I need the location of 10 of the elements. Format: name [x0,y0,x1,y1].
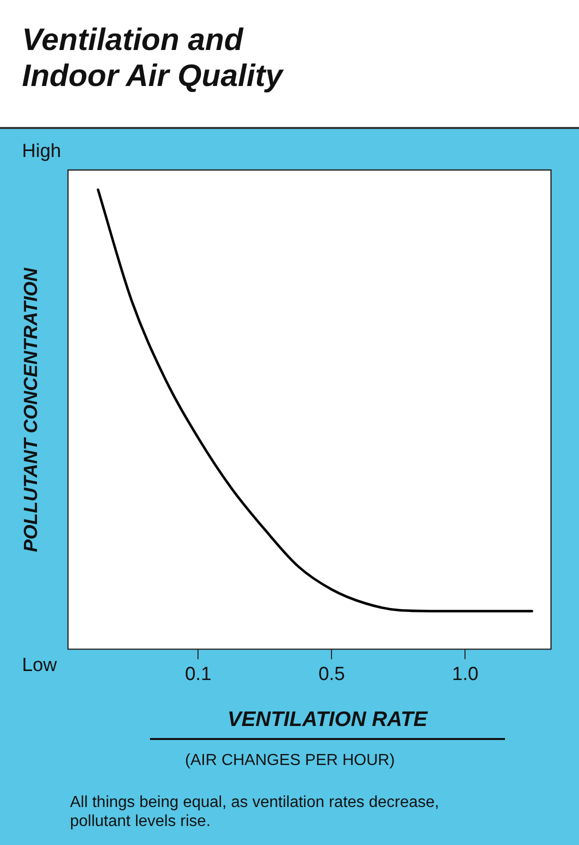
chart-title: Ventilation and Indoor Air Quality [22,22,283,94]
text: Low [22,655,57,677]
text: (AIR CHANGES PER HOUR) [185,752,395,770]
text: All things being equal, as ventilation rates decrease, pollutant levels rise. [70,793,440,831]
y-axis-title: POLLUTANT CONCENTRATION [21,268,43,552]
x-tick-label: 1.0 [452,664,478,685]
x-axis-title: VENTILATION RATE [150,708,505,740]
text: High [22,141,62,163]
x-tick-label: 0.5 [318,664,345,685]
x-tick-label: 0.1 [184,664,212,685]
